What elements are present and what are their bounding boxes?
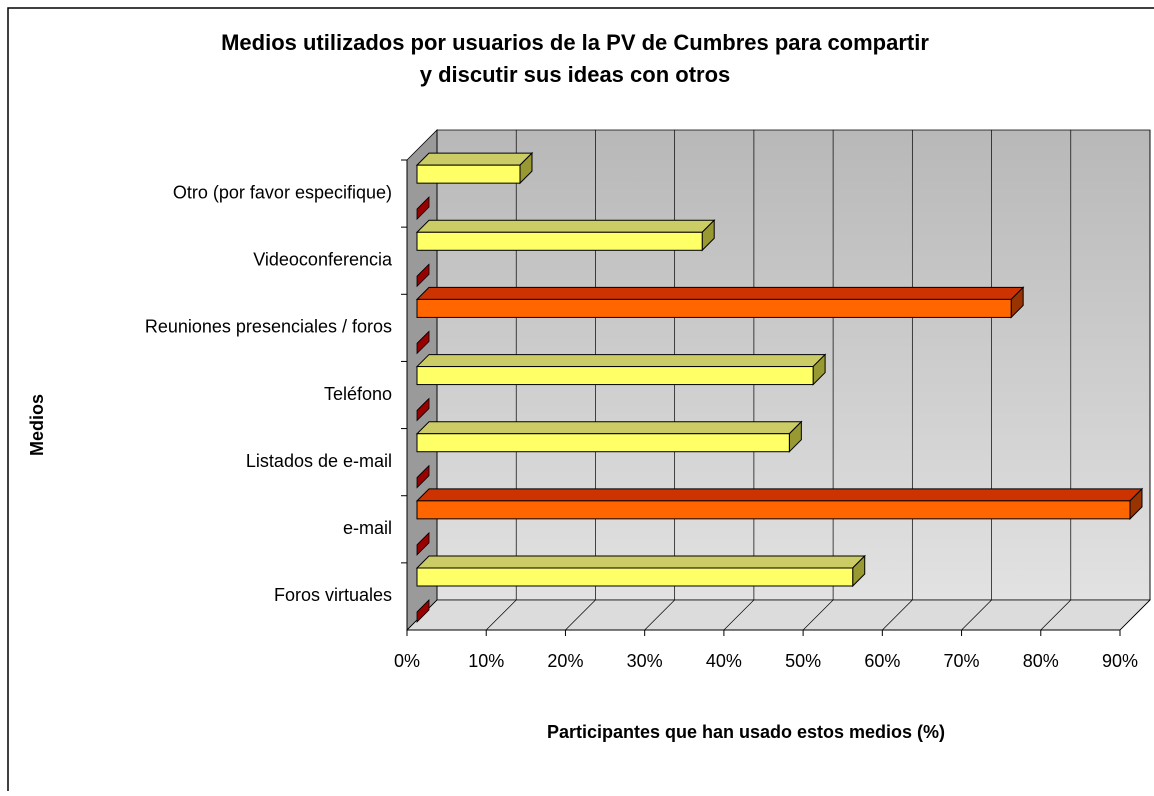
bar <box>416 599 430 623</box>
bar <box>415 487 1144 521</box>
bar <box>415 219 716 252</box>
bar-top <box>415 286 1025 300</box>
plot-area <box>401 129 1151 636</box>
bar-front <box>416 433 790 453</box>
bar-top <box>415 421 803 435</box>
floor <box>406 599 1151 631</box>
x-tick-label: 70% <box>944 651 980 671</box>
grid-line <box>485 599 517 631</box>
x-tick-label: 10% <box>468 651 504 671</box>
bar-top <box>415 152 534 166</box>
bar <box>416 531 430 556</box>
x-axis-label: Participantes que han usado estos medios… <box>547 722 945 742</box>
bar <box>416 263 430 288</box>
bar <box>416 464 430 489</box>
bar-front <box>416 231 703 251</box>
grid-line <box>565 599 596 631</box>
grid-line <box>961 599 992 631</box>
x-tick-label: 50% <box>785 651 821 671</box>
chart-title: Medios utilizados por usuarios de la PV … <box>221 30 929 55</box>
y-tick-label: Otro (por favor especifique) <box>173 182 392 202</box>
bar <box>415 151 534 185</box>
bar <box>415 420 803 453</box>
chart-title: y discutir sus ideas con otros <box>420 62 731 87</box>
y-tick-label: Listados de e-mail <box>246 451 392 471</box>
x-tick-label: 80% <box>1023 651 1059 671</box>
bar <box>415 554 866 588</box>
grid-line <box>1040 599 1072 631</box>
y-tick-label: e-mail <box>343 518 392 538</box>
bar <box>415 286 1025 319</box>
bar-front <box>416 164 521 184</box>
grid-line <box>1119 599 1151 631</box>
y-tick-label: Reuniones presenciales / foros <box>145 317 392 337</box>
y-axis-label: Medios <box>27 394 47 456</box>
y-tick-label: Videoconferencia <box>253 249 393 269</box>
x-tick-label: 30% <box>627 651 663 671</box>
grid-line <box>882 599 913 631</box>
bar-top <box>415 488 1144 502</box>
bar <box>415 353 827 386</box>
grid-line <box>802 599 834 631</box>
x-tick-label: 20% <box>547 651 583 671</box>
grid-line <box>644 599 675 631</box>
bar-front <box>416 500 1131 520</box>
y-tick-label: Foros virtuales <box>274 585 392 605</box>
bar-front <box>416 366 814 386</box>
bar-front <box>416 567 854 587</box>
y-tick-label: Teléfono <box>324 384 392 404</box>
bar <box>416 397 430 422</box>
bar-top <box>415 354 827 368</box>
x-tick-label: 90% <box>1102 651 1138 671</box>
x-tick-label: 60% <box>864 651 900 671</box>
bar <box>416 330 430 355</box>
x-tick-label: 0% <box>394 651 420 671</box>
bar-front <box>416 298 1012 318</box>
bar-top <box>415 555 866 569</box>
bar-top <box>415 219 716 233</box>
grid-line <box>723 599 755 631</box>
bar <box>416 196 430 221</box>
x-tick-label: 40% <box>706 651 742 671</box>
